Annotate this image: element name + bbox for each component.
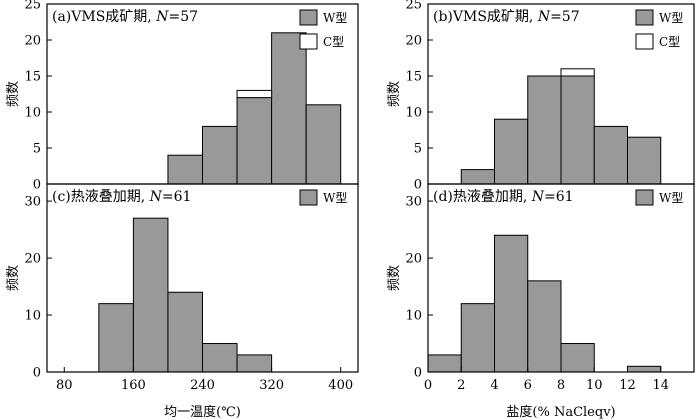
bar-b-s0-b0	[460, 169, 495, 185]
xtick-label-c-400: 400	[328, 378, 353, 393]
ylabel-c: 频数	[6, 265, 21, 291]
panel-b: 0 5 10 15 20 25 频数 (b)VMS成矿期, N=57 W型 C型	[387, 0, 695, 193]
bar-a-s0-b0	[167, 154, 203, 185]
bar-a-s0-b3	[271, 32, 307, 185]
bar-d-s0-b6	[627, 365, 662, 373]
ytick-label-c-30: 30	[24, 195, 41, 210]
bar-b-s0-b4	[593, 125, 628, 185]
bar-d-s0-b4	[560, 343, 595, 373]
xlabel-d: 盐度(% NaCleqv)	[506, 404, 615, 420]
ylabel-d: 频数	[387, 265, 402, 291]
bar-a-s0-b2	[236, 97, 273, 185]
xtick-label-d-6: 6	[524, 378, 532, 393]
xtick-label-d-0: 0	[424, 378, 432, 393]
xtick-label-c-320: 320	[259, 378, 284, 393]
legend-label-d-0: W型	[659, 191, 683, 205]
bar-b-s0-b1	[494, 118, 529, 185]
legend-swatch-b-1	[635, 33, 654, 50]
bar-b-s0-b3	[560, 75, 595, 185]
legend-label-b-1: C型	[659, 35, 680, 49]
ytick-label-d-10: 10	[405, 309, 422, 324]
bar-a-s0-b4	[305, 104, 342, 185]
legend-label-c-0: W型	[323, 191, 347, 205]
legend-label-a-1: C型	[323, 35, 344, 49]
panel-title-c: (c)热液叠加期, N=61	[52, 189, 191, 205]
xtick-label-d-4: 4	[490, 378, 498, 393]
legend-label-b-0: W型	[659, 11, 683, 25]
ytick-label-c-20: 20	[24, 252, 41, 267]
ylabel-b: 频数	[387, 81, 402, 107]
xtick-label-d-10: 10	[586, 378, 603, 393]
bar-a-s1-b2	[236, 89, 273, 99]
legend-swatch-a-1	[299, 33, 318, 50]
ytick-label-d-0: 0	[414, 366, 422, 381]
xtick-label-d-14: 14	[652, 378, 669, 393]
xtick-label-c-240: 240	[190, 378, 215, 393]
xtick-label-d-8: 8	[557, 378, 565, 393]
ytick-label-b-0: 0	[414, 178, 422, 193]
ytick-label-d-20: 20	[405, 252, 422, 267]
panel-title-d: (d)热液叠加期, N=61	[433, 189, 574, 205]
ytick-label-c-10: 10	[24, 309, 41, 324]
legend-label-a-0: W型	[323, 11, 347, 25]
ytick-label-a-0: 0	[33, 178, 41, 193]
ytick-label-a-10: 10	[24, 106, 41, 121]
bar-c-s0-b1	[132, 217, 169, 373]
panel-title-b: (b)VMS成矿期, N=57	[433, 9, 580, 25]
panel-title-a: (a)VMS成矿期, N=57	[52, 9, 198, 25]
panel-a: 0 5 10 15 20 25 频数 (a)VMS成矿期, N=57 W型 C型	[6, 0, 359, 193]
bar-c-s0-b3	[202, 343, 238, 373]
bar-b-s0-b5	[627, 136, 662, 185]
bar-d-s0-b2	[494, 234, 529, 373]
ytick-label-a-5: 5	[33, 142, 41, 157]
ylabel-a: 频数	[6, 81, 21, 107]
xtick-label-c-80: 80	[56, 378, 73, 393]
ytick-label-b-5: 5	[414, 142, 422, 157]
ytick-label-b-10: 10	[405, 106, 422, 121]
bar-b-s1-b3	[560, 68, 595, 77]
ytick-label-a-25: 25	[24, 0, 41, 13]
ytick-label-b-25: 25	[405, 0, 422, 13]
bar-a-s0-b1	[202, 125, 238, 185]
legend-swatch-a-0	[299, 9, 318, 26]
bar-c-s0-b4	[236, 354, 273, 373]
ytick-label-a-15: 15	[24, 70, 41, 85]
ytick-label-c-0: 0	[33, 366, 41, 381]
legend-swatch-d-0	[635, 189, 654, 206]
xlabel-c: 均一温度(℃)	[164, 404, 241, 420]
bar-d-s0-b0	[427, 354, 462, 373]
bar-d-s0-b3	[527, 280, 562, 373]
ytick-label-b-20: 20	[405, 34, 422, 49]
ytick-label-d-30: 30	[405, 195, 422, 210]
bar-c-s0-b2	[167, 291, 203, 373]
xtick-label-d-2: 2	[457, 378, 465, 393]
bar-b-s0-b2	[527, 75, 562, 185]
xtick-label-d-12: 12	[619, 378, 636, 393]
legend-swatch-b-0	[635, 9, 654, 26]
bar-c-s0-b0	[98, 303, 134, 373]
ytick-label-b-15: 15	[405, 70, 422, 85]
ytick-label-a-20: 20	[24, 34, 41, 49]
xtick-label-c-160: 160	[121, 378, 146, 393]
bar-d-s0-b1	[460, 303, 495, 373]
legend-swatch-c-0	[299, 189, 318, 206]
